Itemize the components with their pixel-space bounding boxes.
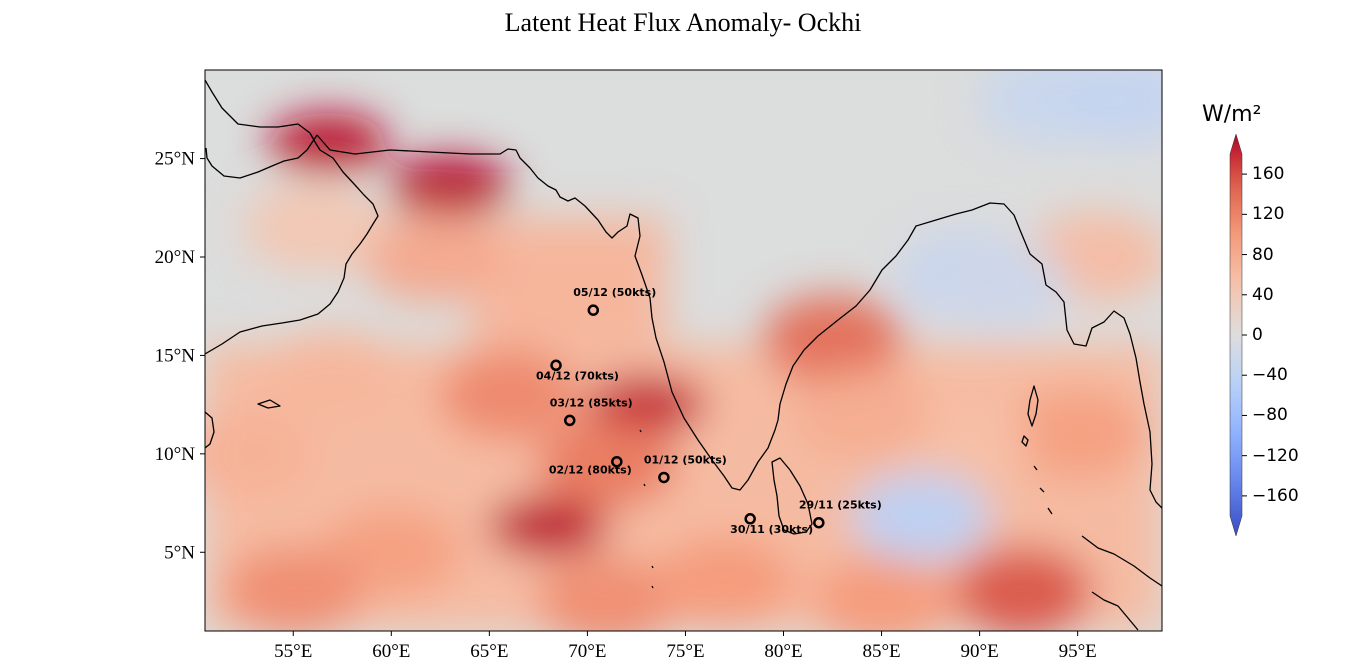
track-point-label: 03/12 (85kts) — [550, 396, 633, 409]
anomaly-blob — [390, 156, 511, 217]
x-tick-label: 75°E — [666, 641, 704, 662]
track-point-label: 05/12 (50kts) — [573, 286, 656, 299]
track-point — [744, 513, 756, 525]
anomaly-blob — [850, 471, 991, 562]
anomaly-blob — [952, 546, 1093, 631]
colorbar-tick-label: −120 — [1252, 445, 1299, 466]
colorbar-ticks — [1242, 173, 1247, 497]
anomaly-blob — [1056, 70, 1162, 145]
coastline-somalia — [205, 411, 215, 449]
anomaly-blob — [268, 112, 389, 173]
coastline-sumatra — [1091, 591, 1139, 631]
track-point — [550, 359, 562, 372]
x-axis-ticks: 55°E 60°E 65°E 70°E 75°E 80°E 85°E 90°E 95°E — [274, 631, 1097, 662]
anomaly-field — [205, 70, 1162, 631]
y-tick-label: 20°N — [155, 247, 196, 268]
colorbar-tick-label: −40 — [1252, 365, 1288, 386]
x-tick-label: 65°E — [470, 641, 508, 662]
x-tick-label: 85°E — [862, 641, 900, 662]
coastline-nicobar — [1033, 465, 1053, 515]
coastline-gulf — [205, 134, 318, 179]
coastlines — [205, 79, 1162, 631]
track-point — [564, 414, 576, 427]
colorbar — [1229, 133, 1247, 537]
x-tick-label: 80°E — [764, 641, 802, 662]
x-tick-label: 90°E — [961, 641, 999, 662]
anomaly-blob — [262, 330, 403, 421]
colorbar-bar — [1229, 133, 1243, 537]
track-point — [813, 516, 825, 529]
anomaly-blob — [205, 408, 315, 499]
x-tick-label: 95°E — [1059, 641, 1097, 662]
coastline-andaman — [1027, 385, 1039, 427]
y-tick-label: 15°N — [155, 345, 196, 366]
x-tick-label: 70°E — [568, 641, 606, 662]
y-tick-label: 10°N — [155, 444, 196, 465]
anomaly-blob — [360, 212, 501, 302]
colorbar-tick-label: 160 — [1252, 164, 1285, 185]
colorbar-tick-label: 0 — [1252, 325, 1263, 345]
track-point — [587, 304, 600, 316]
y-axis-ticks: 5°N 10°N 15°N 20°N 25°N — [155, 149, 205, 563]
track-point — [658, 471, 670, 484]
anomaly-blob — [242, 182, 383, 273]
coastline-lakshadweep — [627, 429, 654, 589]
colorbar-unit: W/m² — [1202, 102, 1262, 127]
coastline-arabia — [205, 79, 379, 355]
anomaly-blob — [537, 418, 678, 509]
colorbar-tick-label: −80 — [1252, 405, 1288, 426]
coastline-malaysia — [1081, 535, 1162, 587]
anomaly-blob — [223, 546, 364, 631]
cyclone-track: 29/11 (25kts) 30/11 (30kts) 01/12 (50kts) 0… — [536, 286, 882, 536]
anomaly-blob — [488, 496, 609, 557]
anomaly-blob — [654, 536, 795, 627]
colorbar-tick-label: 80 — [1252, 244, 1274, 265]
anomaly-blob — [438, 349, 579, 440]
anomaly-blob — [791, 369, 932, 460]
coastline-iran-pakistan — [316, 134, 1162, 509]
coastline-sri-lanka — [771, 457, 813, 535]
track-point-label: 04/12 (70kts) — [536, 369, 619, 382]
track-point-label: 30/11 (30kts) — [730, 523, 813, 536]
colorbar-tick-label: 120 — [1252, 204, 1285, 225]
coastline-andaman-small — [1021, 435, 1029, 447]
track-point — [611, 455, 623, 468]
anomaly-blob — [537, 556, 677, 631]
anomaly-blob — [929, 241, 1070, 332]
track-point-label: 01/12 (50kts) — [644, 453, 727, 466]
map-area: 29/11 (25kts) 30/11 (30kts) 01/12 (50kts) 0… — [205, 70, 1162, 631]
coastline-socotra — [257, 399, 281, 409]
map-frame — [204, 69, 1163, 632]
y-tick-label: 5°N — [164, 542, 195, 563]
x-tick-label: 60°E — [372, 641, 410, 662]
x-tick-label: 55°E — [274, 641, 312, 662]
track-point-label: 02/12 (80kts) — [549, 464, 632, 477]
colorbar-tick-label: 40 — [1252, 284, 1274, 305]
y-tick-label: 25°N — [155, 149, 196, 170]
anomaly-blob — [811, 556, 952, 631]
anomaly-blob — [1007, 389, 1148, 480]
track-point-label: 29/11 (25kts) — [799, 499, 882, 512]
map-title: Latent Heat Flux Anomaly- Ockhi — [504, 8, 862, 37]
anomaly-base-arabian-sea — [469, 217, 666, 346]
colorbar-tick-label: −160 — [1252, 485, 1299, 506]
anomaly-blob — [762, 294, 903, 385]
